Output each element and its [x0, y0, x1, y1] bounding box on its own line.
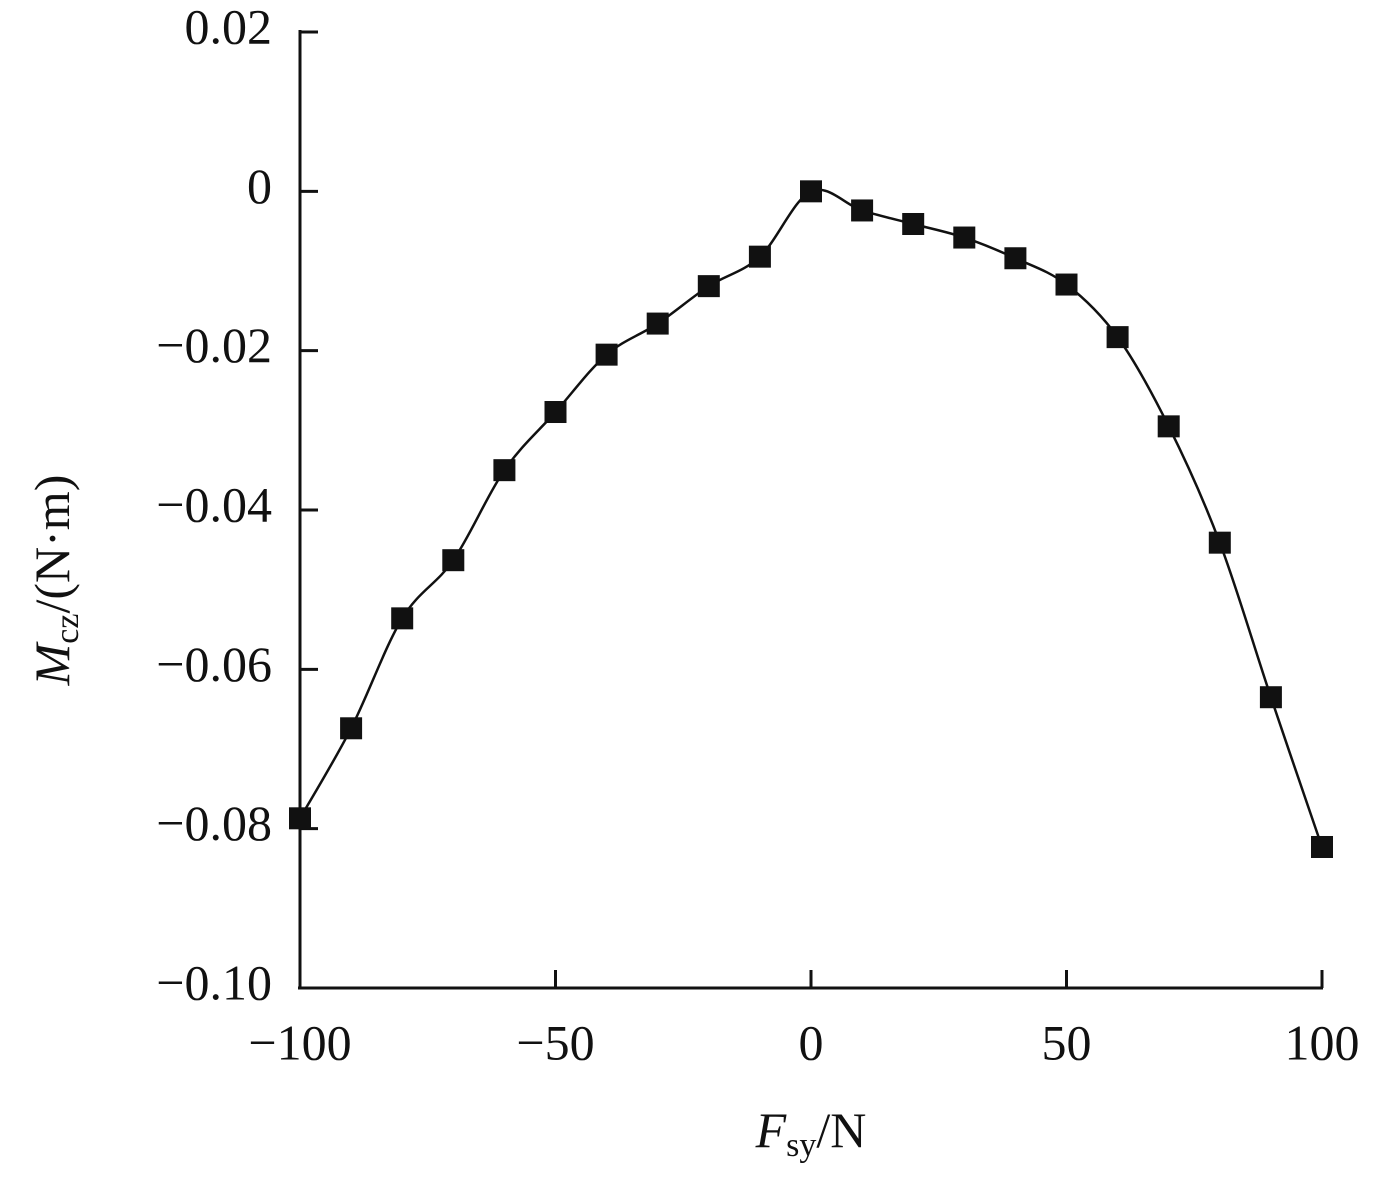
x-tick-label: 0 — [799, 1014, 824, 1070]
y-label-unit: /(N·m) — [24, 475, 80, 614]
y-axis-label: Mcz/(N·m) — [24, 475, 85, 687]
x-label-subscript: sy — [786, 1127, 816, 1164]
marker — [902, 212, 925, 235]
marker — [953, 226, 976, 249]
marker — [493, 459, 516, 482]
y-tick-label: −0.04 — [156, 476, 272, 532]
y-label-symbol: M — [24, 641, 80, 686]
x-axis-label: Fsy/N — [755, 1102, 867, 1163]
x-tick-label: −50 — [516, 1014, 594, 1070]
marker — [442, 549, 465, 572]
marker — [391, 607, 414, 630]
marker — [544, 401, 567, 424]
marker — [1157, 415, 1180, 438]
marker — [289, 807, 311, 830]
marker — [748, 245, 771, 268]
marker — [646, 312, 669, 335]
marker — [1106, 326, 1129, 349]
marker — [1311, 835, 1333, 858]
marker — [1208, 531, 1231, 554]
line — [298, 188, 1324, 848]
marker — [1004, 247, 1027, 270]
marker — [595, 343, 618, 366]
y-tick-label: −0.02 — [156, 317, 272, 373]
marker — [1259, 686, 1282, 709]
marker — [1055, 273, 1078, 296]
y-label-subscript: cz — [49, 614, 86, 644]
y-tick-label: −0.10 — [156, 954, 272, 1010]
marker — [800, 180, 822, 203]
marker — [697, 275, 720, 298]
y-tick-label: −0.06 — [156, 636, 272, 692]
marker — [340, 717, 363, 740]
x-tick-label: 50 — [1042, 1014, 1092, 1070]
y-tick-label: 0.02 — [185, 0, 273, 54]
x-label-symbol: F — [755, 1102, 787, 1158]
y-tick-label: 0 — [247, 158, 272, 214]
x-tick-label: 100 — [1285, 1014, 1360, 1070]
marker — [851, 199, 874, 222]
x-label-unit: /N — [816, 1102, 866, 1158]
x-tick-label: −100 — [248, 1014, 351, 1070]
y-tick-label: −0.08 — [156, 795, 272, 851]
